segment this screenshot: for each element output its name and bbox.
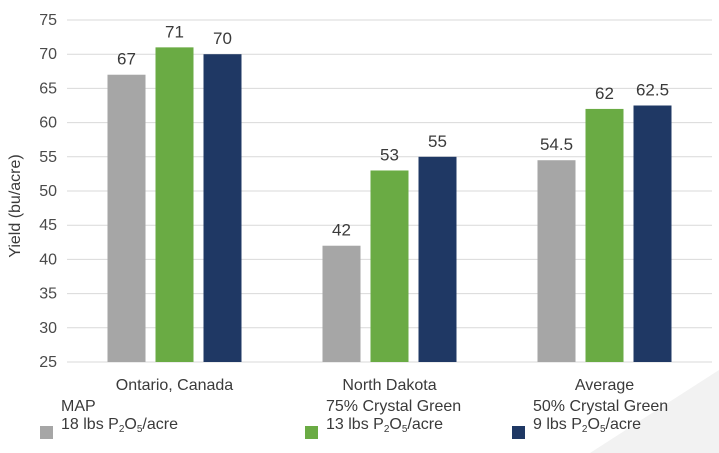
legend-swatch-75-crystal-green [305, 426, 318, 439]
legend-label-map: MAP [61, 398, 96, 415]
bar-50-crystal-green-1 [418, 156, 457, 362]
legend-rate-map: 18 lbs P2O5/acre [61, 416, 178, 435]
data-label: 70 [213, 29, 232, 48]
bar-map-2 [537, 160, 576, 362]
x-category-label: Average [575, 377, 634, 394]
data-label: 62 [595, 84, 614, 103]
legend-label-50-crystal-green: 50% Crystal Green [533, 398, 669, 415]
y-tick-label: 65 [39, 80, 57, 97]
y-tick-label: 40 [39, 251, 57, 268]
data-label: 67 [117, 50, 136, 69]
legend-rate-50-crystal-green: 9 lbs P2O5/acre [533, 416, 642, 435]
legend-label-75-crystal-green: 75% Crystal Green [326, 398, 462, 415]
bar-map-0 [107, 74, 146, 362]
y-tick-label: 35 [39, 286, 57, 303]
legend-text-75-crystal-green: 75% Crystal Green 13 lbs P2O5/acre [326, 398, 461, 453]
y-axis-label: Yield (bu/acre) [7, 154, 24, 257]
x-category-label: North Dakota [342, 377, 436, 394]
bar-75-crystal-green-1 [370, 170, 409, 362]
y-tick-label: 60 [39, 115, 57, 132]
y-tick-label: 55 [39, 149, 57, 166]
y-tick-label: 25 [39, 354, 57, 371]
x-category-label: Ontario, Canada [116, 377, 234, 394]
data-label: 42 [332, 221, 351, 240]
legend-item-50-crystal-green: 50% Crystal Green 9 lbs P2O5/acre [512, 398, 668, 453]
bar-75-crystal-green-2 [585, 108, 624, 362]
legend-swatch-50-crystal-green [512, 426, 525, 439]
bar-50-crystal-green-2 [633, 105, 672, 362]
legend-swatch-map [40, 426, 53, 439]
data-label: 53 [380, 145, 399, 164]
bar-75-crystal-green-0 [155, 47, 194, 363]
bar-map-1 [322, 245, 361, 362]
bars [107, 47, 672, 363]
y-tick-label: 50 [39, 183, 57, 200]
y-axis-ticks: 25 30 35 40 45 50 55 60 65 70 75 [39, 12, 57, 371]
legend-item-map: MAP 18 lbs P2O5/acre [40, 398, 178, 453]
data-label: 71 [165, 22, 184, 41]
legend-item-75-crystal-green: 75% Crystal Green 13 lbs P2O5/acre [305, 398, 461, 453]
data-label: 55 [428, 132, 447, 151]
y-tick-label: 30 [39, 320, 57, 337]
y-tick-label: 70 [39, 46, 57, 63]
y-tick-label: 45 [39, 217, 57, 234]
legend-text-50-crystal-green: 50% Crystal Green 9 lbs P2O5/acre [533, 398, 668, 453]
data-label: 62.5 [636, 81, 669, 100]
legend-rate-75-crystal-green: 13 lbs P2O5/acre [326, 416, 443, 435]
y-tick-label: 75 [39, 12, 57, 29]
data-labels: 67 71 70 42 53 55 54.5 62 62.5 [117, 22, 669, 239]
bar-50-crystal-green-0 [203, 54, 242, 362]
x-axis-categories: Ontario, Canada North Dakota Average [116, 377, 634, 394]
data-label: 54.5 [540, 135, 573, 154]
legend-text-map: MAP 18 lbs P2O5/acre [61, 398, 178, 453]
